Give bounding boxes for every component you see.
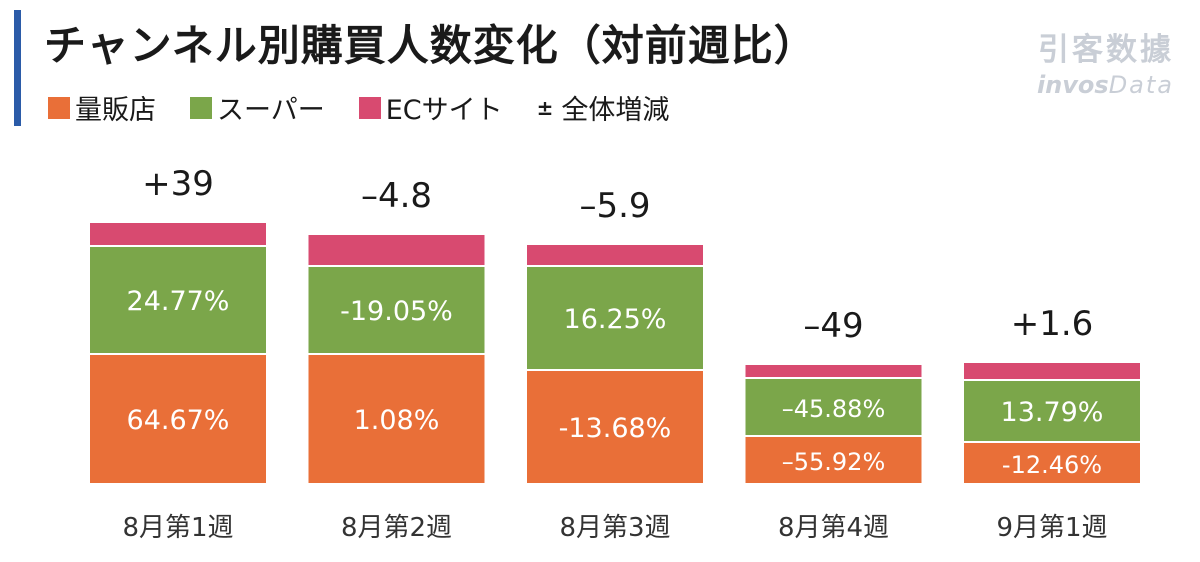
legend-label-ec-site: ECサイト — [385, 95, 503, 126]
x-tick-label: 8月第2週 — [341, 513, 452, 543]
legend-label-mass-retailer: 量販店 — [75, 95, 156, 126]
x-tick-label: 8月第4週 — [778, 513, 889, 543]
legend-label-supermarket: スーパー — [217, 95, 325, 126]
legend-swatch-mass-retailer — [48, 96, 70, 119]
data-label-mass-retailer: -13.68% — [559, 413, 672, 444]
legend: 量販店 スーパー ECサイト ± 全体増減 — [48, 88, 703, 127]
logo-english-italic: Data — [1108, 71, 1174, 99]
x-tick-label: 8月第3週 — [559, 513, 670, 543]
data-label-mass-retailer: -12.46% — [1002, 451, 1102, 479]
data-label-supermarket: 24.77% — [127, 286, 230, 317]
title-accent-bar — [14, 10, 21, 126]
legend-item-mass-retailer: 量販店 — [48, 88, 156, 127]
bar-segment-mass-retailer — [308, 355, 485, 483]
bar-segment-mass-retailer — [527, 371, 703, 483]
bar-segment-ec-site — [308, 235, 485, 265]
data-label-supermarket: -19.05% — [340, 296, 453, 327]
logo-english-bold: invos — [1036, 71, 1109, 99]
bar-segment-ec-site — [745, 365, 922, 377]
total-change-label: –4.8 — [361, 176, 432, 216]
brand-logo: 引客数據 invosData — [1037, 24, 1174, 99]
legend-item-total-change: ± 全体増減 — [537, 88, 670, 127]
legend-label-total-change: 全体増減 — [561, 95, 670, 126]
bar-segment-ec-site — [964, 363, 1140, 379]
data-label-mass-retailer: 1.08% — [354, 405, 440, 436]
total-change-label: –5.9 — [579, 186, 650, 226]
bar-segment-mass-retailer — [745, 437, 922, 483]
legend-swatch-supermarket — [190, 96, 212, 119]
bar-segment-mass-retailer — [964, 443, 1140, 483]
bar-segment-supermarket — [308, 267, 485, 353]
data-label-supermarket: 13.79% — [1001, 397, 1104, 428]
legend-swatch-ec-site — [358, 96, 381, 119]
data-label-mass-retailer: –55.92% — [782, 448, 886, 476]
x-tick-label: 9月第1週 — [996, 513, 1107, 543]
legend-item-ec-site: ECサイト — [358, 88, 503, 127]
bar-segment-supermarket — [90, 247, 266, 353]
x-tick-label: 8月第1週 — [122, 513, 233, 543]
data-label-mass-retailer: 64.67% — [127, 405, 230, 436]
logo-english-text: invosData — [1037, 71, 1174, 99]
plus-minus-icon: ± — [536, 95, 554, 120]
bar-segment-mass-retailer — [90, 355, 266, 483]
legend-item-supermarket: スーパー — [190, 88, 325, 127]
data-label-supermarket: 16.25% — [564, 304, 667, 335]
bar-segment-supermarket — [745, 379, 922, 435]
bar-segment-supermarket — [527, 267, 703, 369]
logo-chinese-text: 引客数據 — [1038, 32, 1174, 68]
total-change-label: +39 — [142, 164, 214, 204]
data-label-supermarket: –45.88% — [782, 395, 886, 423]
total-change-label: +1.6 — [1011, 304, 1094, 344]
total-change-label: –49 — [803, 306, 863, 346]
bar-segment-ec-site — [527, 245, 703, 265]
bar-segment-supermarket — [964, 381, 1140, 441]
bar-segment-ec-site — [90, 223, 266, 245]
page-title: チャンネル別購買人数変化（対前週比） — [44, 21, 817, 70]
